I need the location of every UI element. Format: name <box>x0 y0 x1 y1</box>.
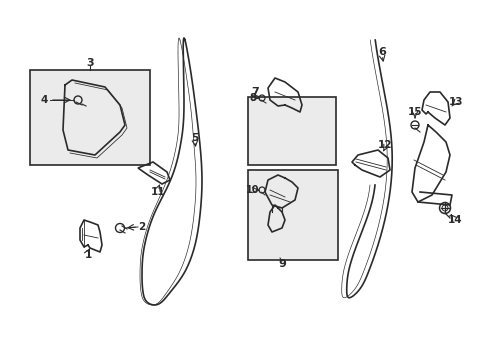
Text: 14: 14 <box>447 215 461 225</box>
Text: 4: 4 <box>40 95 48 105</box>
Bar <box>30 70 150 165</box>
Text: 10: 10 <box>246 185 259 195</box>
Text: 8: 8 <box>249 93 256 103</box>
Text: 1: 1 <box>84 250 91 260</box>
Text: 15: 15 <box>407 107 421 117</box>
Bar <box>247 97 335 165</box>
Text: 7: 7 <box>251 87 258 97</box>
Text: 6: 6 <box>377 47 385 57</box>
Text: 5: 5 <box>191 133 198 143</box>
Text: 12: 12 <box>377 140 391 150</box>
Text: 3: 3 <box>86 58 94 68</box>
Text: 13: 13 <box>448 97 462 107</box>
Text: 2: 2 <box>138 222 145 232</box>
Text: 9: 9 <box>278 259 285 269</box>
Bar <box>247 170 337 260</box>
Text: 11: 11 <box>150 187 165 197</box>
